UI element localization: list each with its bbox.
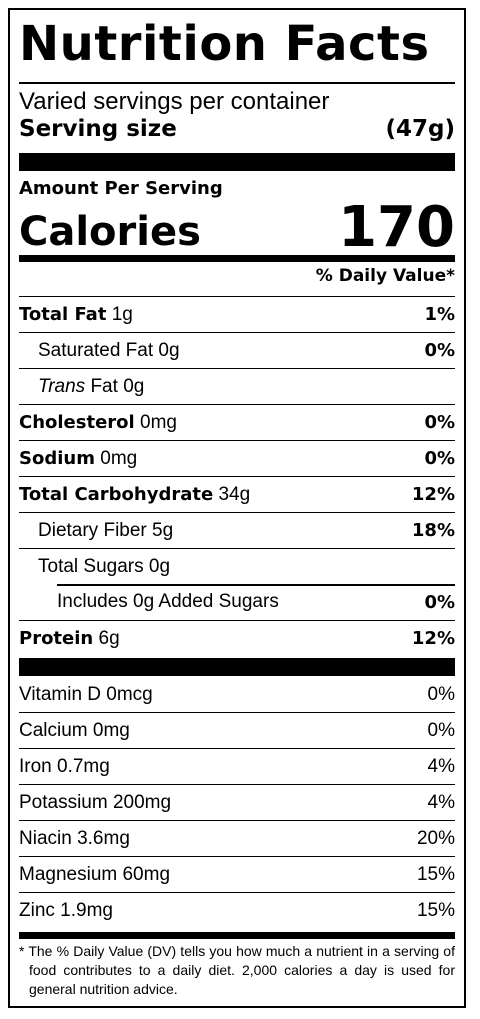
nutrient-amount: 0mg xyxy=(100,447,138,469)
vitamin-dv: 4% xyxy=(427,755,455,777)
vitamin-row-potassium: Potassium 200mg 4% xyxy=(19,785,455,821)
nutrient-dv: 1% xyxy=(424,304,455,325)
nutrient-dv: 12% xyxy=(411,628,455,649)
nutrient-row-saturated-fat: Saturated Fat 0g 0% xyxy=(19,332,455,368)
nutrient-name: Total Fat xyxy=(19,303,107,325)
nutrient-row-cholesterol: Cholesterol 0mg 0% xyxy=(19,404,455,440)
vitamin-row-zinc: Zinc 1.9mg 15% xyxy=(19,893,455,929)
calories-label: Calories xyxy=(19,209,201,255)
nutrient-name: Saturated Fat xyxy=(38,339,154,361)
vitamin-row-niacin: Niacin 3.6mg 20% xyxy=(19,821,455,857)
nutrient-name: Trans xyxy=(38,375,86,397)
amount-per-serving: Amount Per Serving xyxy=(19,178,223,199)
nutrient-name: Total Carbohydrate xyxy=(19,483,214,505)
nutrient-row-protein: Protein 6g 12% xyxy=(19,620,455,656)
vitamin-row-calcium: Calcium 0mg 0% xyxy=(19,713,455,749)
serving-size-value: (47g) xyxy=(385,116,456,142)
nutrient-name: Includes 0g Added Sugars xyxy=(57,591,279,612)
vitamin-row-vitamin-d: Vitamin D 0mcg 0% xyxy=(19,677,455,713)
nutrient-name: Total Sugars xyxy=(38,555,144,577)
nutrient-dv: 0% xyxy=(424,412,455,433)
nutrient-dv: 0% xyxy=(424,340,455,361)
nutrient-row-sodium: Sodium 0mg 0% xyxy=(19,440,455,476)
nutrient-amount: 34g xyxy=(218,483,251,505)
vitamin-name: Niacin 3.6mg xyxy=(19,827,130,849)
nutrient-name: Protein xyxy=(19,627,94,649)
nutrient-amount: 0g xyxy=(158,339,180,361)
vitamin-dv: 20% xyxy=(416,827,455,849)
nutrient-row-total-fat: Total Fat 1g 1% xyxy=(19,296,455,332)
footnote: * The % Daily Value (DV) tells you how m… xyxy=(19,943,455,997)
nutrient-row-dietary-fiber: Dietary Fiber 5g 18% xyxy=(19,512,455,548)
vitamin-name: Iron 0.7mg xyxy=(19,755,110,777)
vitamin-row-iron: Iron 0.7mg 4% xyxy=(19,749,455,785)
vitamin-name: Vitamin D 0mcg xyxy=(19,683,153,705)
nutrient-dv: 0% xyxy=(424,448,455,469)
daily-value-header: % Daily Value* xyxy=(315,266,455,286)
label-title: Nutrition Facts xyxy=(19,16,430,72)
calories-row: Calories 170 xyxy=(19,196,455,256)
nutrient-amount: 0g xyxy=(123,375,145,397)
nutrient-amount: 0g xyxy=(148,555,171,577)
nutrient-name: Cholesterol xyxy=(19,411,135,433)
medium-divider xyxy=(19,255,455,262)
vitamin-dv: 4% xyxy=(427,791,455,813)
nutrient-row-total-sugars: Total Sugars 0g xyxy=(19,548,455,584)
serving-size-label: Serving size xyxy=(19,116,177,142)
divider xyxy=(57,584,455,586)
thick-divider xyxy=(19,658,455,676)
thick-divider xyxy=(19,153,455,171)
nutrient-row-trans-fat: Trans Fat 0g xyxy=(19,368,455,404)
nutrient-name: Dietary Fiber xyxy=(38,519,147,541)
servings-per-container: Varied servings per container xyxy=(19,88,330,115)
nutrient-amount: 5g xyxy=(152,519,174,541)
nutrient-dv: 0% xyxy=(424,591,455,613)
vitamin-dv: 15% xyxy=(416,863,455,885)
serving-size-row: Serving size (47g) xyxy=(19,116,455,142)
vitamin-name: Zinc 1.9mg xyxy=(19,900,113,921)
nutrient-amount: 0mg xyxy=(140,411,177,433)
nutrient-name-rest: Fat xyxy=(90,375,118,397)
nutrient-name: Sodium xyxy=(19,447,95,469)
vitamin-dv: 0% xyxy=(427,719,455,741)
nutrient-dv: 18% xyxy=(411,520,455,541)
nutrient-dv: 12% xyxy=(411,484,455,505)
medium-divider xyxy=(19,932,455,939)
nutrient-amount: 6g xyxy=(98,627,120,649)
nutrient-row-total-carbohydrate: Total Carbohydrate 34g 12% xyxy=(19,476,455,512)
vitamin-dv: 15% xyxy=(416,900,455,921)
nutrition-facts-label: Nutrition Facts Varied servings per cont… xyxy=(8,8,466,1008)
vitamin-row-magnesium: Magnesium 60mg 15% xyxy=(19,857,455,893)
calories-value: 170 xyxy=(338,195,455,260)
vitamin-name: Calcium 0mg xyxy=(19,719,130,741)
vitamin-name: Magnesium 60mg xyxy=(19,863,171,885)
nutrient-row-added-sugars: Includes 0g Added Sugars 0% xyxy=(19,584,455,620)
vitamin-name: Potassium 200mg xyxy=(19,791,172,813)
nutrient-amount: 1g xyxy=(111,303,133,325)
vitamin-dv: 0% xyxy=(427,683,455,705)
divider xyxy=(19,82,455,84)
